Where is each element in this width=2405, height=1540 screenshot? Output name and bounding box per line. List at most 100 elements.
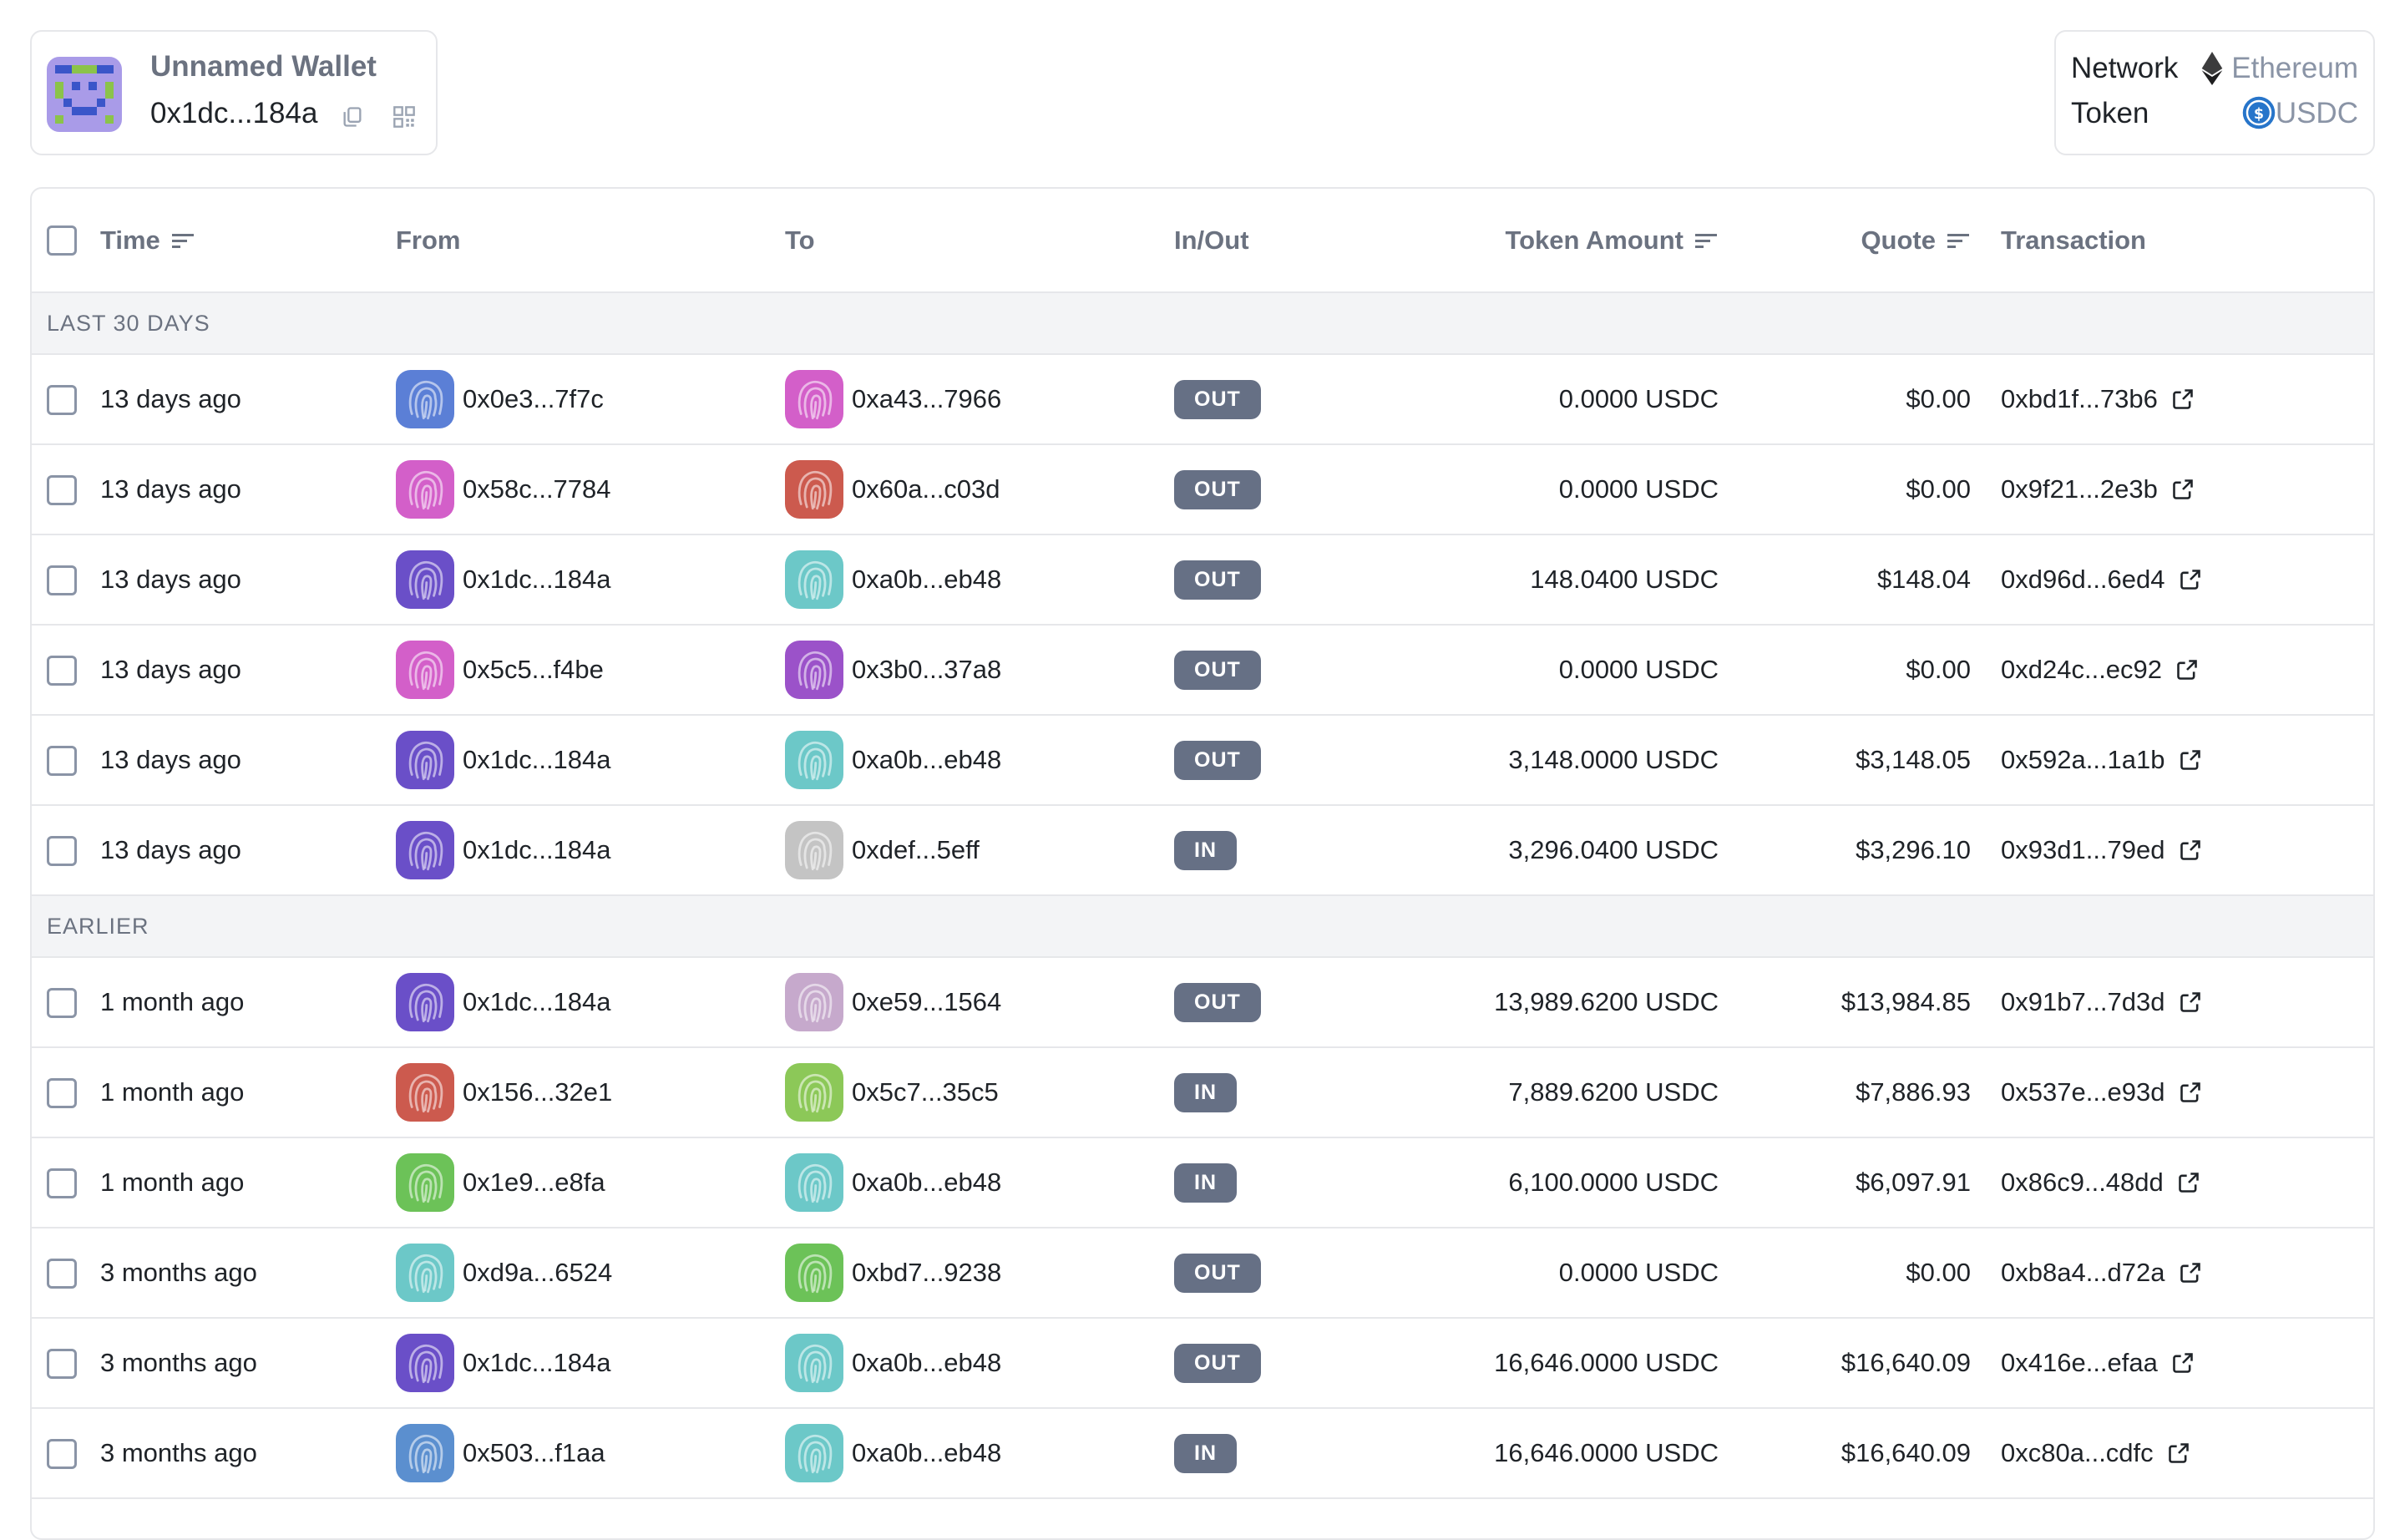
row-checkbox[interactable] [47, 565, 77, 595]
transaction-link[interactable]: 0x537e...e93d [2001, 1077, 2373, 1107]
network-selector[interactable]: Ethereum [2231, 52, 2358, 84]
row-checkbox[interactable] [47, 1438, 77, 1469]
to-address[interactable]: 0xe59...1564 [785, 973, 1174, 1031]
external-link-icon[interactable] [2179, 748, 2202, 772]
to-address[interactable]: 0xa0b...eb48 [785, 550, 1174, 609]
external-link-icon[interactable] [2167, 1441, 2190, 1465]
row-checkbox[interactable] [47, 384, 77, 415]
fingerprint-avatar-icon [396, 1424, 454, 1482]
from-address-text: 0x1dc...184a [463, 745, 611, 774]
table-row[interactable]: 1 month ago 0x1dc...184a 0xe59...1564 OUT 13… [32, 957, 2373, 1048]
row-checkbox[interactable] [47, 1168, 77, 1198]
table-row[interactable]: 13 days ago 0x1dc...184a 0xa0b...eb48 OUT 3,… [32, 715, 2373, 806]
row-checkbox[interactable] [47, 987, 77, 1018]
row-checkbox[interactable] [47, 745, 77, 776]
row-checkbox[interactable] [47, 1258, 77, 1289]
to-address[interactable]: 0xa0b...eb48 [785, 1424, 1174, 1482]
to-address[interactable]: 0x5c7...35c5 [785, 1063, 1174, 1122]
direction-badge: OUT [1174, 379, 1261, 419]
column-header-time[interactable]: Time [100, 189, 396, 293]
from-address-text: 0x1e9...e8fa [463, 1168, 605, 1197]
transaction-link[interactable]: 0x416e...efaa [2001, 1348, 2373, 1378]
external-link-icon[interactable] [2175, 658, 2199, 681]
row-checkbox[interactable] [47, 1077, 77, 1108]
external-link-icon[interactable] [2179, 1081, 2202, 1104]
to-address[interactable]: 0xa0b...eb48 [785, 1334, 1174, 1392]
from-address[interactable]: 0x503...f1aa [396, 1424, 785, 1482]
table-row[interactable]: 13 days ago 0x1dc...184a 0xa0b...eb48 OUT 14… [32, 534, 2373, 626]
to-address[interactable]: 0x3b0...37a8 [785, 641, 1174, 699]
table-row[interactable]: 13 days ago 0x1dc...184a 0xdef...5eff IN 3,2… [32, 805, 2373, 896]
transaction-link[interactable]: 0x93d1...79ed [2001, 835, 2373, 865]
transaction-link[interactable]: 0x91b7...7d3d [2001, 987, 2373, 1017]
sort-icon[interactable] [1947, 232, 1971, 251]
column-header-token-amount[interactable]: Token Amount [1375, 189, 1719, 293]
sort-icon[interactable] [1695, 232, 1719, 251]
transaction-link[interactable]: 0xc80a...cdfc [2001, 1438, 2373, 1468]
from-address[interactable]: 0x58c...7784 [396, 460, 785, 519]
external-link-icon[interactable] [2179, 1261, 2202, 1284]
transaction-hash: 0x416e...efaa [2001, 1348, 2158, 1377]
external-link-icon[interactable] [2179, 990, 2202, 1014]
table-row[interactable]: 3 months ago 0xd9a...6524 0xbd7...9238 OUT 0… [32, 1228, 2373, 1319]
external-link-icon[interactable] [2177, 1171, 2200, 1194]
from-address[interactable]: 0x1dc...184a [396, 973, 785, 1031]
fingerprint-avatar-icon [396, 973, 454, 1031]
select-all-checkbox[interactable] [47, 225, 77, 256]
transaction-link[interactable]: 0x592a...1a1b [2001, 745, 2373, 775]
copy-icon[interactable] [341, 105, 364, 129]
from-address[interactable]: 0x1dc...184a [396, 1334, 785, 1392]
row-checkbox[interactable] [47, 474, 77, 505]
time-cell: 3 months ago [100, 1228, 396, 1319]
external-link-icon[interactable] [2179, 568, 2202, 591]
from-address[interactable]: 0x1dc...184a [396, 731, 785, 789]
row-checkbox[interactable] [47, 1348, 77, 1379]
transaction-link[interactable]: 0xd24c...ec92 [2001, 655, 2373, 685]
from-address[interactable]: 0x1dc...184a [396, 550, 785, 609]
transaction-link[interactable]: 0xb8a4...d72a [2001, 1258, 2373, 1288]
network-label: Network [2071, 52, 2179, 84]
table-row[interactable]: 13 days ago 0x0e3...7f7c 0xa43...7966 OUT 0.… [32, 354, 2373, 445]
from-address[interactable]: 0x1e9...e8fa [396, 1153, 785, 1212]
transaction-link[interactable]: 0x9f21...2e3b [2001, 474, 2373, 504]
table-row[interactable]: 3 months ago 0x503...f1aa 0xa0b...eb48 IN 16… [32, 1408, 2373, 1499]
external-link-icon[interactable] [2171, 388, 2195, 411]
to-address[interactable]: 0xa43...7966 [785, 370, 1174, 428]
quote-cell: $3,148.05 [1719, 715, 1971, 806]
table-row[interactable]: 13 days ago 0x5c5...f4be 0x3b0...37a8 OUT 0.… [32, 625, 2373, 716]
table-row[interactable]: 1 month ago 0x1e9...e8fa 0xa0b...eb48 IN 6,1… [32, 1137, 2373, 1228]
to-address[interactable]: 0xa0b...eb48 [785, 1153, 1174, 1212]
external-link-icon[interactable] [2179, 838, 2202, 862]
transaction-link[interactable]: 0xd96d...6ed4 [2001, 565, 2373, 595]
transaction-link[interactable]: 0x86c9...48dd [2001, 1168, 2373, 1198]
group-label: LAST 30 DAYS [32, 292, 2373, 355]
to-address-text: 0x5c7...35c5 [852, 1077, 999, 1107]
column-header-quote[interactable]: Quote [1719, 189, 1971, 293]
from-address[interactable]: 0x5c5...f4be [396, 641, 785, 699]
external-link-icon[interactable] [2171, 478, 2195, 501]
external-link-icon[interactable] [2171, 1351, 2195, 1375]
row-checkbox[interactable] [47, 655, 77, 686]
from-address[interactable]: 0x0e3...7f7c [396, 370, 785, 428]
token-amount-cell: 13,989.6200 USDC [1375, 957, 1719, 1048]
from-address[interactable]: 0x156...32e1 [396, 1063, 785, 1122]
table-row[interactable]: 3 months ago 0x1dc...184a 0xa0b...eb48 OUT 1… [32, 1318, 2373, 1409]
qr-code-icon[interactable] [392, 105, 416, 129]
from-address[interactable]: 0xd9a...6524 [396, 1244, 785, 1302]
table-row[interactable]: 13 days ago 0x58c...7784 0x60a...c03d OUT 0.… [32, 444, 2373, 535]
token-amount-cell: 6,100.0000 USDC [1375, 1137, 1719, 1228]
to-address[interactable]: 0xbd7...9238 [785, 1244, 1174, 1302]
quote-cell: $3,296.10 [1719, 805, 1971, 896]
to-address[interactable]: 0x60a...c03d [785, 460, 1174, 519]
to-address[interactable]: 0xdef...5eff [785, 821, 1174, 879]
to-address-text: 0xa0b...eb48 [852, 745, 1002, 774]
sort-icon[interactable] [171, 232, 195, 251]
fingerprint-avatar-icon [785, 550, 843, 609]
row-checkbox[interactable] [47, 835, 77, 866]
table-row[interactable]: 1 month ago 0x156...32e1 0x5c7...35c5 IN 7,8… [32, 1047, 2373, 1138]
to-address-text: 0xa0b...eb48 [852, 1438, 1002, 1467]
token-selector[interactable]: USDC [2275, 97, 2358, 129]
to-address[interactable]: 0xa0b...eb48 [785, 731, 1174, 789]
from-address[interactable]: 0x1dc...184a [396, 821, 785, 879]
transaction-link[interactable]: 0xbd1f...73b6 [2001, 384, 2373, 414]
